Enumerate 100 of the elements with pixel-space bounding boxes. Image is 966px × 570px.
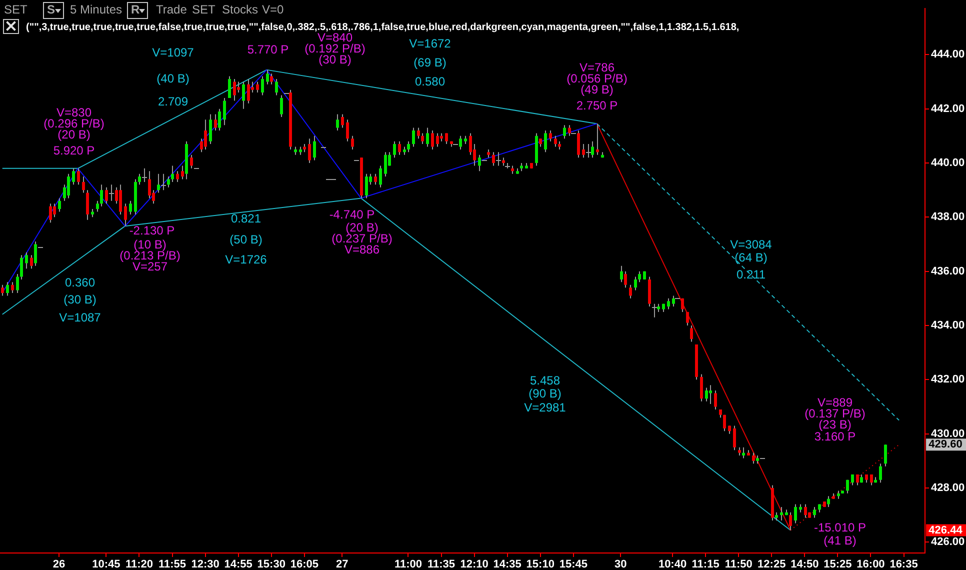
candlestick [204, 119, 207, 150]
candlestick [308, 138, 311, 164]
x-tick-label: 11:00 [394, 558, 422, 570]
candlestick [431, 130, 434, 150]
annotation: (30 B) [64, 292, 96, 306]
annotation: ("",3,true,true,true,true,true,false,true,true,true,"",false,0,.382,.5,.618,.786,1,false,true,blue,red,darkgreen,cyan,magenta,green,"",false,1,1.382,1.5,1.618, [26, 22, 740, 33]
x-tick-label: 11:50 [724, 558, 752, 570]
annotation: R [131, 2, 140, 16]
candlestick [100, 184, 103, 207]
annotation: V=1726 [225, 252, 268, 266]
candlestick [223, 97, 226, 126]
candlestick [1, 284, 4, 296]
candlestick [794, 504, 797, 524]
annotation: V=0 [262, 2, 284, 16]
candlestick [563, 124, 566, 140]
candlestick [237, 81, 240, 94]
annotation: 5 Minutes [70, 2, 122, 16]
candlestick [365, 173, 368, 199]
candlestick [209, 114, 212, 145]
annotation: V=3084 [730, 237, 772, 252]
x-tick-label: 11:35 [427, 558, 456, 570]
candlestick [58, 198, 61, 212]
candlestick [275, 78, 278, 96]
annotation: 426.44 [928, 524, 964, 536]
candlestick [77, 168, 80, 186]
annotation: V=257 [132, 259, 168, 274]
candlestick [86, 190, 89, 220]
annotation: -15.010 P [814, 520, 866, 534]
annotation: -2.130 P [129, 223, 175, 238]
annotation: 5.920 P [53, 143, 95, 158]
y-tick-label: 444.00 [931, 48, 965, 61]
candlestick [723, 414, 726, 432]
annotation: (64 B) [734, 250, 768, 264]
candlestick [6, 282, 9, 296]
candlestick [124, 203, 127, 227]
annotation: (90 B) [528, 386, 562, 400]
candlestick [846, 479, 849, 494]
annotation: V=1087 [59, 310, 102, 324]
x-tick-label: 27 [336, 558, 348, 570]
x-tick-label: 12:10 [460, 558, 488, 570]
candlestick [270, 73, 273, 85]
candlestick [544, 130, 547, 153]
x-tick-label: 26 [52, 558, 66, 570]
candlestick [72, 168, 75, 186]
candlestick [336, 114, 339, 131]
annotation: 429.60 [928, 438, 962, 451]
candlestick [341, 114, 344, 128]
x-tick-label: 15:45 [559, 558, 588, 570]
candlestick [804, 504, 807, 518]
x-tick-label: 15:25 [824, 558, 852, 570]
x-tick-label: 15:30 [257, 558, 286, 570]
y-tick-label: 434.00 [931, 320, 965, 332]
candlestick [879, 463, 882, 484]
candlestick [884, 444, 887, 467]
candlestick [412, 127, 415, 148]
candlestick [827, 496, 830, 508]
x-tick-label: 30 [614, 558, 627, 570]
candlestick [280, 94, 283, 118]
annotation: (20 B) [346, 220, 378, 234]
candlestick [813, 506, 816, 518]
candlestick [686, 311, 689, 326]
annotation: (40 B) [156, 71, 190, 86]
candlestick [629, 284, 632, 299]
candlestick [705, 387, 708, 402]
candlestick [638, 270, 641, 283]
candlestick [700, 374, 703, 402]
x-tick-label: 11:55 [158, 558, 186, 570]
annotation: V=2981 [524, 400, 566, 414]
annotation: Trade [156, 2, 188, 16]
x-tick-label: 12:25 [758, 558, 786, 570]
y-tick-label: 438.00 [931, 211, 965, 224]
candlestick [549, 130, 552, 142]
candlestick [148, 170, 151, 199]
x-tick-label: 14:55 [224, 558, 252, 570]
y-tick-label: 430.00 [931, 428, 965, 440]
candlestick [181, 165, 184, 180]
candlestick [190, 154, 193, 169]
candlestick [393, 140, 396, 158]
candlestick [25, 252, 28, 270]
candlestick [733, 425, 736, 451]
y-tick-label: 426.00 [931, 536, 965, 548]
candlestick [634, 276, 637, 291]
candlestick [374, 173, 377, 186]
candlestick [752, 452, 755, 464]
candlestick [82, 176, 85, 194]
candlestick [67, 173, 70, 199]
candlestick [789, 512, 792, 531]
candlestick [690, 324, 693, 342]
candlestick [346, 119, 349, 142]
candlestick [596, 123, 599, 156]
candlestick [780, 506, 783, 521]
x-tick-label: 16:05 [290, 558, 318, 570]
annotation: 2.750 P [576, 98, 618, 112]
candlestick [407, 140, 410, 153]
x-tick-label: 12:30 [191, 558, 220, 570]
candlestick [242, 81, 245, 110]
annotation: (41 B) [824, 533, 856, 548]
candlestick [379, 165, 382, 188]
candlestick [167, 176, 170, 188]
candlestick [228, 76, 231, 98]
